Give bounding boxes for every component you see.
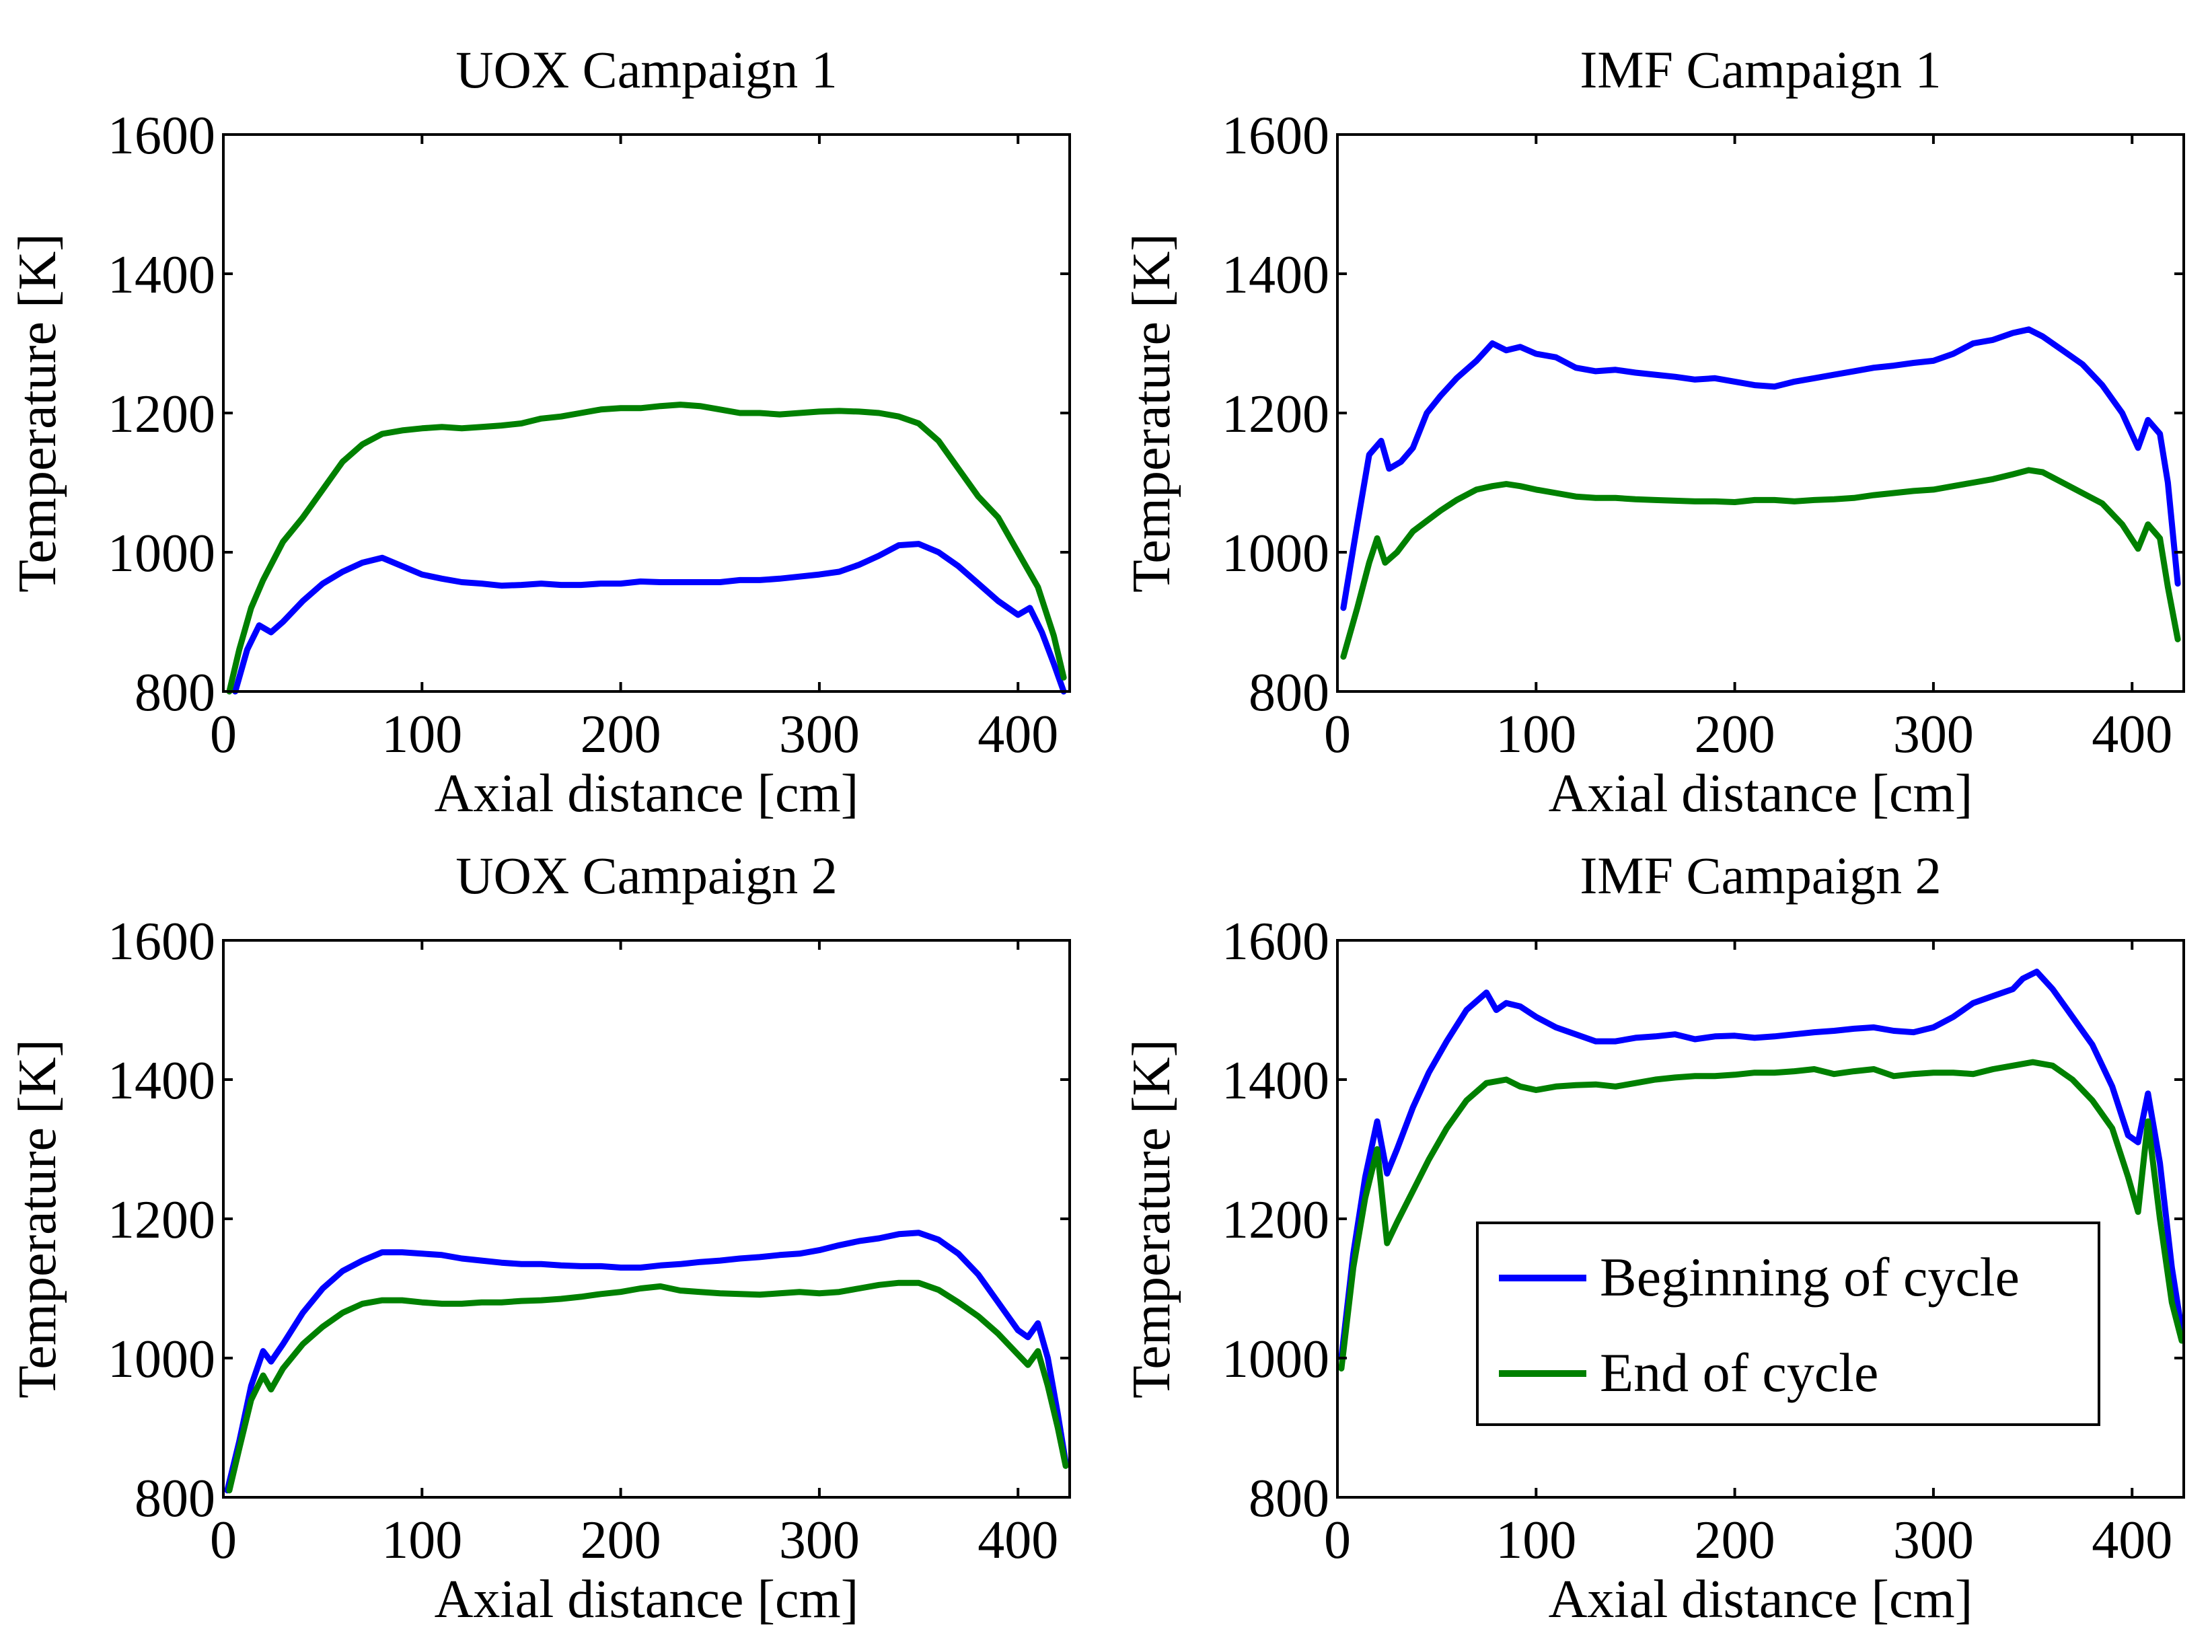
y-tick-label: 1600 <box>1222 912 1329 971</box>
x-tick-label: 100 <box>381 1511 462 1570</box>
series-line-beginning-of-cycle <box>232 541 1067 695</box>
plot-area <box>1336 133 2185 693</box>
legend-box <box>1476 1222 2100 1426</box>
panel-3: UOX Campaign 2 0 100 200 300 400 800 1000 1200 14… <box>8 846 1071 1629</box>
y-tick-label: 800 <box>1249 1469 1329 1528</box>
y-tick-label: 1200 <box>1222 1191 1329 1250</box>
x-tick-label: 400 <box>2092 1511 2172 1570</box>
panel-title: UOX Campaign 1 <box>455 40 838 99</box>
y-tick-label: 1000 <box>108 1330 215 1389</box>
x-tick-label: 0 <box>1324 1511 1351 1570</box>
y-tick-label: 1000 <box>108 524 215 583</box>
x-tick-label: 0 <box>210 1511 237 1570</box>
series-line-beginning-of-cycle <box>1338 969 2185 1361</box>
y-tick-label: 1000 <box>1222 1330 1329 1389</box>
x-tick-label: 0 <box>1324 705 1351 764</box>
y-tick-label: 800 <box>135 663 215 722</box>
y-tick-label: 1200 <box>108 385 215 444</box>
y-tick-label: 1400 <box>108 246 215 305</box>
y-tick-label: 1000 <box>1222 524 1329 583</box>
y-tick-label: 1400 <box>1222 246 1329 305</box>
x-tick-label: 400 <box>978 1511 1058 1570</box>
y-tick-label: 1400 <box>1222 1051 1329 1111</box>
x-axis-label: Axial distance [cm] <box>1549 764 1973 823</box>
y-tick-label: 1600 <box>108 912 215 971</box>
panel-4: IMF Campaign 2 0 100 200 300 400 800 1000 1200 14… <box>1122 846 2185 1629</box>
legend-entry-label: End of cycle <box>1600 1342 1878 1403</box>
x-axis-label: Axial distance [cm] <box>435 1570 859 1629</box>
x-tick-label: 200 <box>581 1511 661 1570</box>
x-tick-label: 200 <box>1695 1511 1775 1570</box>
y-axis-label: Temperature [K] <box>8 1039 67 1398</box>
panel-title: UOX Campaign 2 <box>455 846 838 905</box>
panel-title: IMF Campaign 1 <box>1580 40 1941 99</box>
x-tick-label: 100 <box>1496 705 1576 764</box>
y-tick-label: 800 <box>135 1469 215 1528</box>
series-line-beginning-of-cycle <box>1340 326 2181 611</box>
x-tick-label: 200 <box>1695 705 1775 764</box>
y-tick-label: 1200 <box>108 1191 215 1250</box>
series-line-end-of-cycle <box>1340 467 2181 660</box>
x-tick-label: 300 <box>1893 705 1974 764</box>
y-tick-label: 800 <box>1249 663 1329 722</box>
x-tick-label: 400 <box>978 705 1058 764</box>
legend: Beginning of cycle End of cycle <box>1476 1222 2100 1426</box>
x-tick-label: 300 <box>1893 1511 1974 1570</box>
panel-title: IMF Campaign 2 <box>1580 846 1941 905</box>
x-tick-label: 100 <box>381 705 462 764</box>
x-tick-label: 200 <box>581 705 661 764</box>
series-line-end-of-cycle <box>226 1279 1069 1494</box>
x-tick-label: 0 <box>210 705 237 764</box>
legend-entry-label: Beginning of cycle <box>1600 1246 2020 1308</box>
y-axis-label: Temperature [K] <box>1122 1039 1181 1398</box>
y-tick-label: 1600 <box>108 106 215 165</box>
panel-1: UOX Campaign 1 0 100 200 300 400 800 1000 1200 14… <box>8 40 1071 823</box>
series-line-end-of-cycle <box>226 402 1067 695</box>
y-tick-label: 1200 <box>1222 385 1329 444</box>
plot-area <box>222 133 1071 693</box>
y-tick-label: 1600 <box>1222 106 1329 165</box>
series-line-beginning-of-cycle <box>224 1230 1069 1494</box>
x-axis-label: Axial distance [cm] <box>435 764 859 823</box>
y-tick-label: 1400 <box>108 1051 215 1111</box>
x-axis-label: Axial distance [cm] <box>1549 1570 1973 1629</box>
y-axis-label: Temperature [K] <box>1122 233 1181 593</box>
series-line-end-of-cycle <box>1338 1059 2185 1372</box>
x-tick-label: 100 <box>1496 1511 1576 1570</box>
x-tick-label: 400 <box>2092 705 2172 764</box>
plot-area <box>222 939 1071 1499</box>
y-axis-label: Temperature [K] <box>8 233 67 593</box>
panel-2: IMF Campaign 1 0 100 200 300 400 800 1000 1200 14… <box>1122 40 2185 823</box>
x-tick-label: 300 <box>779 705 860 764</box>
x-tick-label: 300 <box>779 1511 860 1570</box>
